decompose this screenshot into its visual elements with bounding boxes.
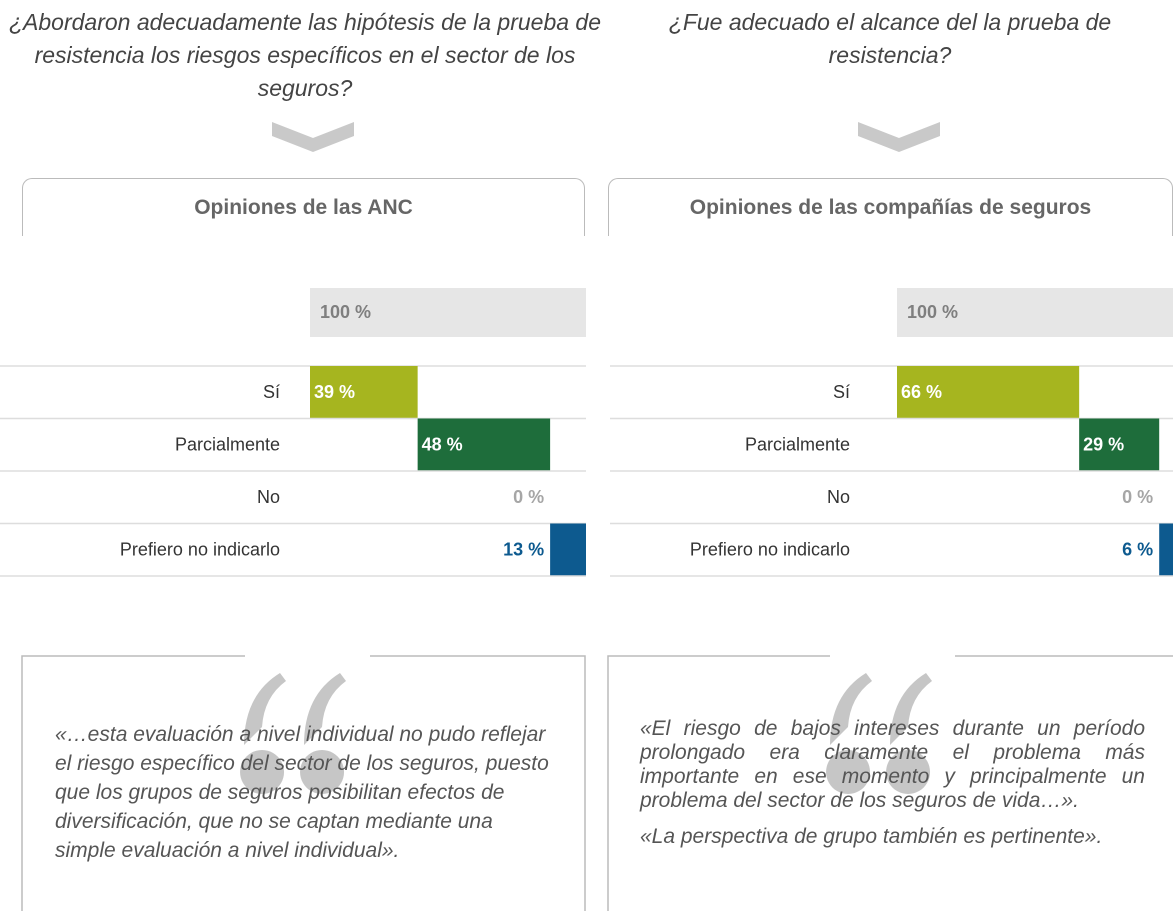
category-label: Sí [833, 382, 850, 402]
category-label: Parcialmente [745, 434, 850, 454]
value-label: 0 % [1122, 487, 1153, 507]
bar [897, 366, 1080, 418]
total-label: 100 % [907, 302, 958, 322]
value-label: 13 % [503, 539, 544, 559]
chevron [858, 122, 940, 152]
category-label: Prefiero no indicarlo [120, 539, 280, 559]
value-label: 39 % [314, 382, 355, 402]
total-bar [310, 288, 586, 337]
category-label: Sí [263, 382, 280, 402]
question: ¿Abordaron adecuadamente las hipótesis d… [8, 9, 601, 101]
value-label: 66 % [901, 382, 942, 402]
quote-text: «…esta evaluación a nivel individual no … [55, 723, 549, 862]
quote-mark [240, 673, 932, 794]
quote-text: «El riesgo de bajos intereses durante un… [640, 717, 1145, 812]
category-label: Parcialmente [175, 434, 280, 454]
bar [1079, 418, 1160, 471]
category-label: No [257, 487, 280, 507]
quote: «…esta evaluación a nivel individual no … [55, 720, 555, 877]
quote-text: «La perspectiva de grupo también es pert… [640, 825, 1103, 848]
quote-box [21, 655, 1173, 911]
value-label: 6 % [1122, 539, 1153, 559]
panel-header: Opiniones de las ANC [22, 178, 585, 236]
category-label: No [827, 487, 850, 507]
panel-header: Opiniones de las compañías de seguros [608, 178, 1173, 236]
total-bar [897, 288, 1173, 337]
bar [1159, 523, 1173, 576]
bar [417, 418, 551, 471]
total-label: 100 % [320, 302, 371, 322]
category-label: Prefiero no indicarlo [690, 539, 850, 559]
quote: «El riesgo de bajos intereses durante un… [640, 717, 1145, 861]
value-label: 0 % [513, 487, 544, 507]
value-label: 29 % [1083, 434, 1124, 454]
chevron [272, 122, 354, 152]
bar [550, 523, 586, 576]
value-label: 48 % [422, 434, 463, 454]
bar [310, 366, 418, 418]
question: ¿Fue adecuado el alcance del la prueba d… [668, 9, 1112, 68]
